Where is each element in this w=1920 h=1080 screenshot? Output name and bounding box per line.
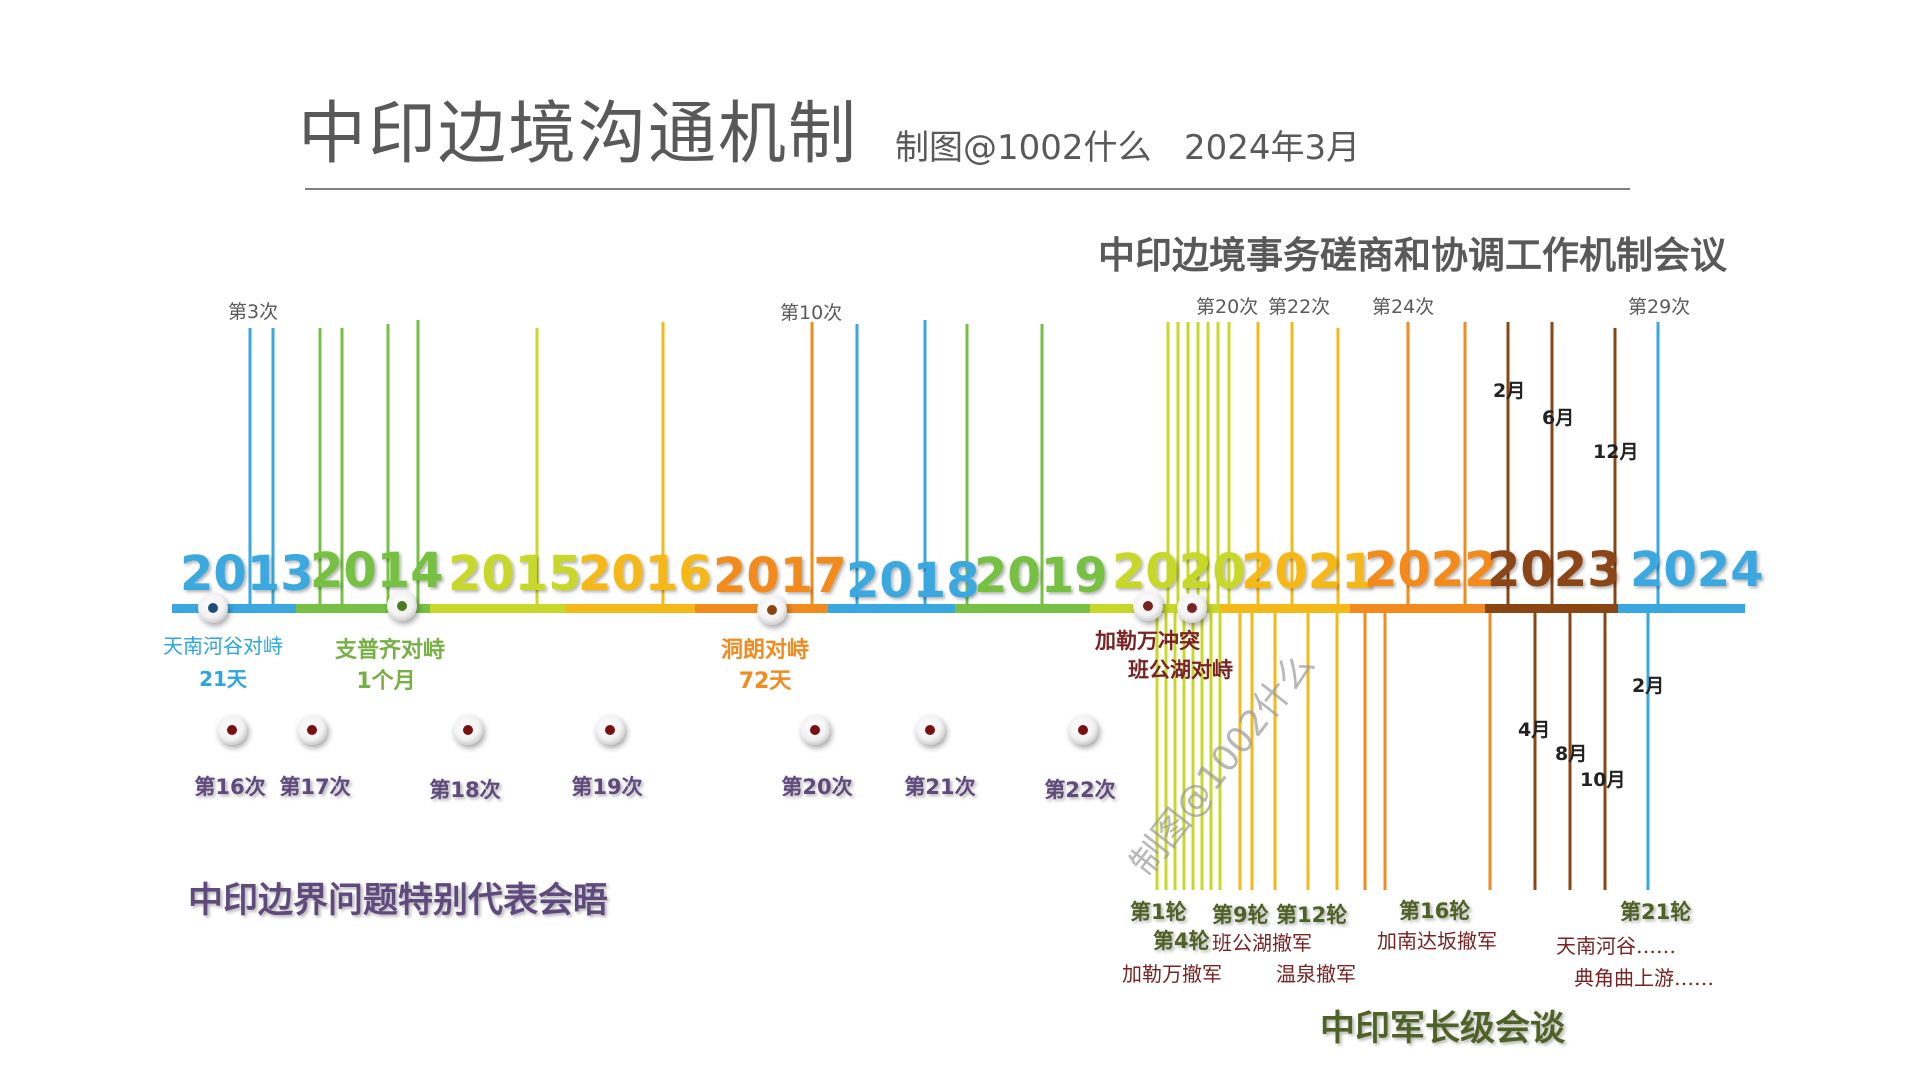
- sr-meeting-label: 第19次: [571, 775, 642, 799]
- month-label: 8月: [1555, 743, 1587, 765]
- corps-outcome-label: 加勒万撤军: [1122, 962, 1222, 986]
- sr-meeting-marker: [1068, 715, 1098, 745]
- axis-segment-2018: [828, 604, 955, 613]
- sr-meeting-marker: [915, 715, 945, 745]
- axis-segment-2022: [1350, 604, 1485, 613]
- event-marker: [1133, 591, 1163, 621]
- sr-meeting-label: 第16次: [194, 775, 265, 799]
- event-label: 天南河谷对峙: [163, 634, 283, 658]
- axis-segment-2023: [1485, 604, 1618, 613]
- axis-segment-2014: [296, 604, 430, 613]
- corps-round-label: 第4轮: [1153, 929, 1210, 953]
- corps-outcome-label: 天南河谷……: [1556, 934, 1676, 958]
- corps-outcome-label: 加南达坂撤军: [1377, 929, 1497, 953]
- year-label-2020: 2020: [1112, 544, 1246, 600]
- sr-meeting-marker: [453, 715, 483, 745]
- month-label: 6月: [1542, 407, 1574, 429]
- event-marker: [1177, 593, 1207, 623]
- corps-outcome-label: 温泉撤军: [1276, 962, 1356, 986]
- year-label-2018: 2018: [846, 553, 980, 609]
- wmcc-count-label: 第3次: [228, 301, 278, 323]
- event-label: 加勒万冲突: [1094, 629, 1200, 653]
- sr-meeting-label: 第20次: [781, 775, 852, 799]
- month-label: 2月: [1493, 380, 1525, 402]
- sr-meeting-marker: [297, 715, 327, 745]
- wmcc-count-label: 第29次: [1628, 296, 1690, 318]
- corps-outcome-label: 班公湖撤军: [1212, 931, 1312, 955]
- corps-round-label: 第12轮: [1276, 903, 1347, 927]
- axis-segment-2021: [1220, 604, 1350, 613]
- wmcc-count-label: 第10次: [780, 302, 842, 324]
- section-title-wmcc: 中印边境事务磋商和协调工作机制会议: [1098, 234, 1727, 277]
- axis-segment-2019: [955, 604, 1090, 613]
- section-title-corps: 中印军长级会谈: [1320, 1009, 1566, 1049]
- wmcc-count-label: 第22次: [1268, 296, 1330, 318]
- event-duration: 21天: [199, 667, 248, 691]
- axis-segment-2016: [565, 604, 695, 613]
- axis-segment-2024: [1618, 604, 1745, 613]
- year-label-2022: 2022: [1364, 542, 1498, 598]
- year-label-2015: 2015: [448, 546, 582, 602]
- year-label-2017: 2017: [713, 548, 847, 604]
- event-label: 洞朗对峙: [721, 637, 809, 663]
- corps-round-label: 第16轮: [1399, 899, 1470, 923]
- year-label-2013: 2013: [180, 546, 314, 602]
- event-duration: 1个月: [356, 669, 415, 694]
- event-label: 班公湖对峙: [1128, 658, 1233, 682]
- month-label: 12月: [1593, 441, 1638, 463]
- month-label: 4月: [1518, 719, 1550, 741]
- year-label-2019: 2019: [974, 548, 1108, 604]
- corps-round-label: 第1轮: [1130, 900, 1187, 924]
- sr-meeting-marker: [217, 715, 247, 745]
- corps-round-label: 第21轮: [1620, 900, 1691, 924]
- month-label: 2月: [1632, 675, 1664, 697]
- event-marker: [387, 591, 417, 621]
- sr-meeting-label: 第18次: [429, 778, 500, 802]
- year-label-2014: 2014: [310, 543, 444, 599]
- page-title: 中印边境沟通机制: [298, 95, 859, 174]
- wmcc-count-label: 第24次: [1372, 296, 1434, 318]
- sr-meeting-marker: [800, 715, 830, 745]
- event-marker: [198, 593, 228, 623]
- event-marker: [757, 595, 787, 625]
- wmcc-count-label: 第20次: [1196, 296, 1258, 318]
- sr-meeting-label: 第21次: [904, 775, 975, 799]
- year-label-2023: 2023: [1487, 542, 1621, 598]
- credit-line: 制图@1002什么 2024年3月: [895, 128, 1361, 168]
- title-divider: [305, 188, 1630, 190]
- month-label: 10月: [1580, 769, 1625, 791]
- event-label: 支普齐对峙: [335, 637, 445, 663]
- event-duration: 72天: [739, 669, 793, 694]
- year-label-2024: 2024: [1630, 542, 1764, 598]
- sr-meeting-marker: [595, 715, 625, 745]
- section-title-sr: 中印边界问题特别代表会晤: [188, 881, 608, 921]
- axis-segment-2015: [430, 604, 565, 613]
- sr-meeting-label: 第22次: [1044, 778, 1115, 802]
- sr-meeting-label: 第17次: [279, 775, 350, 799]
- year-label-2021: 2021: [1241, 544, 1375, 600]
- corps-round-label: 第9轮: [1212, 903, 1269, 927]
- axis-segment-2013: [172, 604, 296, 613]
- corps-outcome-label: 典角曲上游……: [1574, 966, 1714, 990]
- year-label-2016: 2016: [578, 546, 712, 602]
